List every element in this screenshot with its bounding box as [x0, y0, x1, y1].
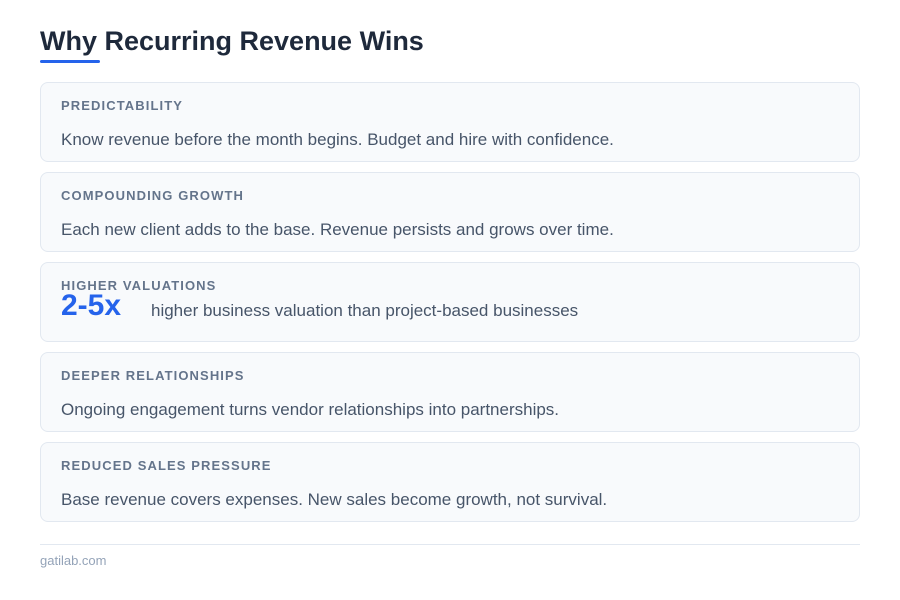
card-text: Ongoing engagement turns vendor relation…	[61, 400, 560, 419]
card-text: Base revenue covers expenses. New sales …	[61, 490, 608, 509]
stat-value: 2-5x	[61, 289, 122, 322]
card-text: Each new client adds to the base. Revenu…	[61, 220, 614, 239]
page-title: Why Recurring Revenue Wins	[40, 26, 424, 56]
card-heading: REDUCED SALES PRESSURE	[61, 458, 272, 473]
card-heading: HIGHER VALUATIONS	[61, 278, 217, 293]
card-text: Know revenue before the month begins. Bu…	[61, 130, 614, 149]
card-heading: PREDICTABILITY	[61, 98, 184, 113]
card: REDUCED SALES PRESSURE Base revenue cover…	[40, 442, 860, 522]
card: PREDICTABILITY Know revenue before the mo…	[40, 82, 860, 162]
card-heading: COMPOUNDING GROWTH	[61, 188, 245, 203]
footer-rule	[40, 544, 860, 545]
card: DEEPER RELATIONSHIPS Ongoing engagement t…	[40, 352, 860, 432]
card: COMPOUNDING GROWTH Each new client adds t…	[40, 172, 860, 252]
card: HIGHER VALUATIONS 2-5x higher business val…	[40, 262, 860, 342]
title-underline	[40, 60, 100, 63]
card-text: higher business valuation than project-b…	[151, 301, 579, 320]
card-heading: DEEPER RELATIONSHIPS	[61, 368, 245, 383]
footer-text: gatilab.com	[40, 553, 107, 568]
